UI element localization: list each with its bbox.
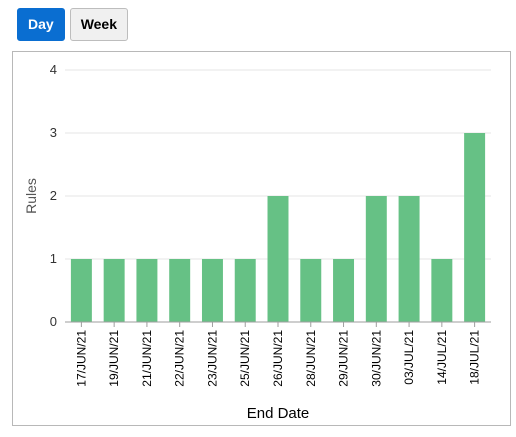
x-tick-label: 17/JUN/21 xyxy=(74,330,88,387)
bars xyxy=(70,133,486,322)
bar-26/JUN/21[interactable] xyxy=(267,196,289,322)
x-tick-label: 29/JUN/21 xyxy=(337,330,351,387)
y-tick-label: 4 xyxy=(50,62,57,77)
bar-03/JUL/21[interactable] xyxy=(398,196,420,322)
x-tick-label: 28/JUN/21 xyxy=(304,330,318,387)
bar-29/JUN/21[interactable] xyxy=(333,259,355,322)
x-axis-label: End Date xyxy=(247,405,310,422)
y-axis-label: Rules xyxy=(23,178,39,214)
x-axis-ticks: 17/JUN/21 19/JUN/21 21/JUN/21 22/JUN/21 23/J… xyxy=(74,322,482,387)
bar-14/JUL/21[interactable] xyxy=(431,259,453,322)
granularity-toggle: Day Week xyxy=(17,8,129,41)
bar-28/JUN/21[interactable] xyxy=(300,259,322,322)
y-tick-label: 3 xyxy=(50,125,57,140)
y-tick-label: 0 xyxy=(50,314,57,329)
x-tick-label: 22/JUN/21 xyxy=(173,330,187,387)
x-tick-label: 25/JUN/21 xyxy=(238,330,252,387)
x-tick-label: 23/JUN/21 xyxy=(205,330,219,387)
x-tick-label: 18/JUL/21 xyxy=(468,330,482,385)
x-tick-label: 19/JUN/21 xyxy=(107,330,121,387)
day-button[interactable]: Day xyxy=(17,8,65,41)
y-axis-ticks: 0 1 2 3 4 xyxy=(50,62,57,329)
bar-19/JUN/21[interactable] xyxy=(103,259,125,322)
x-tick-label: 26/JUN/21 xyxy=(271,330,285,387)
x-tick-label: 21/JUN/21 xyxy=(140,330,154,387)
x-tick-label: 03/JUL/21 xyxy=(402,330,416,385)
x-tick-label: 14/JUL/21 xyxy=(435,330,449,385)
bar-25/JUN/21[interactable] xyxy=(234,259,256,322)
x-tick-label: 30/JUN/21 xyxy=(369,330,383,387)
y-tick-label: 2 xyxy=(50,188,57,203)
bar-21/JUN/21[interactable] xyxy=(136,259,158,322)
bar-18/JUL/21[interactable] xyxy=(464,133,486,322)
bar-22/JUN/21[interactable] xyxy=(169,259,191,322)
y-tick-label: 1 xyxy=(50,251,57,266)
bar-chart: 0 1 2 3 4 17/JUN/21 19/JUN/21 21/JUN/21 22/JUN/… xyxy=(23,62,491,422)
week-button[interactable]: Week xyxy=(69,8,129,41)
bar-30/JUN/21[interactable] xyxy=(365,196,387,322)
bar-23/JUN/21[interactable] xyxy=(201,259,223,322)
chart-container: 0 1 2 3 4 17/JUN/21 19/JUN/21 21/JUN/21 22/JUN/… xyxy=(12,51,511,426)
bar-17/JUN/21[interactable] xyxy=(70,259,92,322)
